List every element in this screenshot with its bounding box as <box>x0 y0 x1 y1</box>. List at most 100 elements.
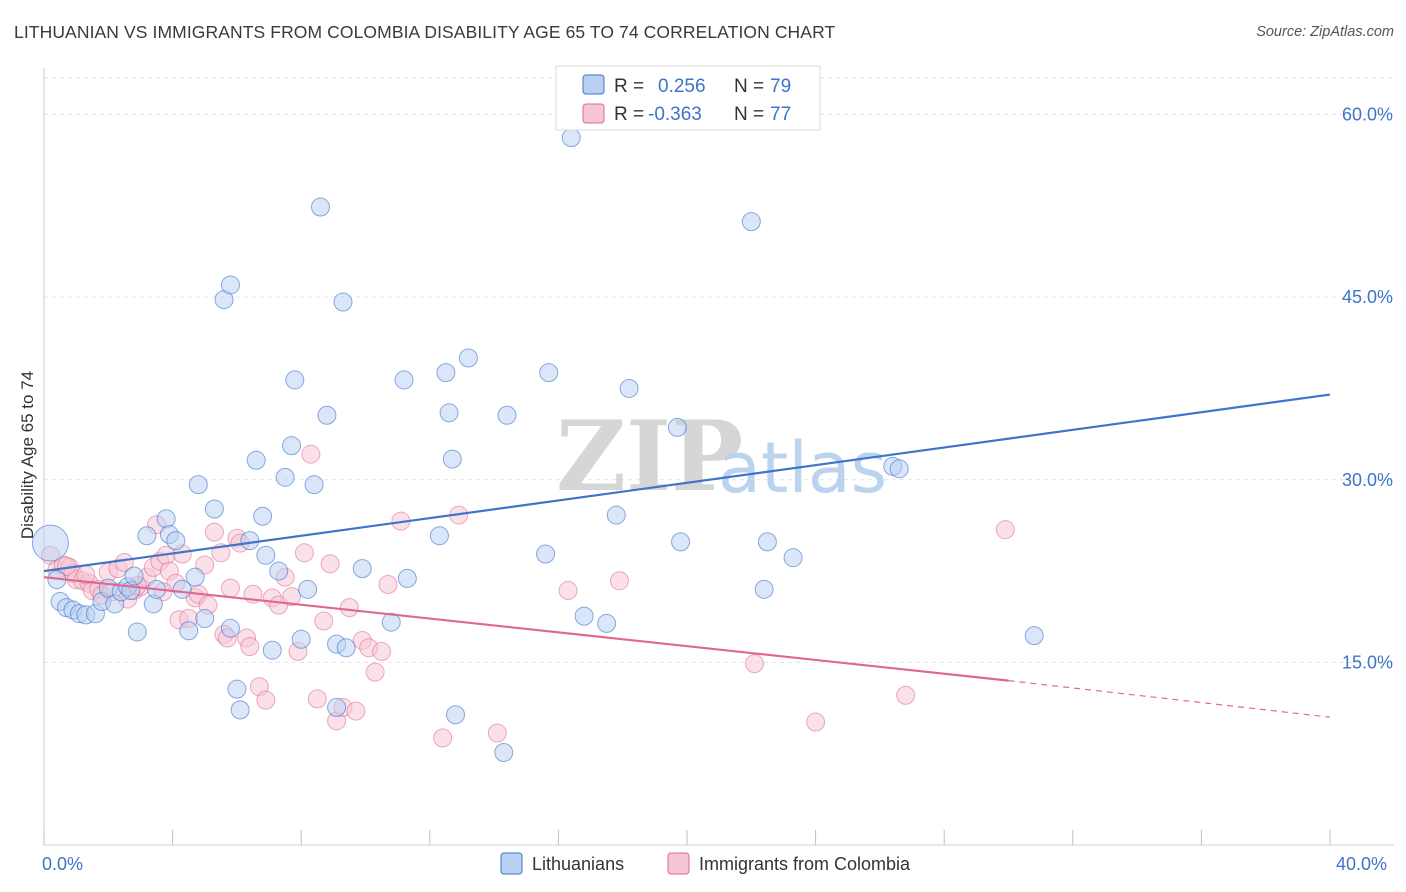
lithuanian-points <box>31 128 1044 762</box>
lithuanian-trend-line <box>43 393 1331 573</box>
lithuanian-point <box>220 275 240 295</box>
watermark: ZIP atlas <box>556 400 887 513</box>
colombia-trend-line <box>43 576 1009 682</box>
legend-r-value-1: 0.256 <box>658 76 706 97</box>
y-tick-label: 60.0% <box>1342 105 1393 125</box>
x-tick-label-max: 40.0% <box>1336 854 1387 874</box>
legend-r-value-2: -0.363 <box>648 104 702 125</box>
colombia-point <box>745 654 765 674</box>
chart-title: LITHUANIAN VS IMMIGRANTS FROM COLOMBIA D… <box>14 22 836 42</box>
lithuanian-point <box>574 606 594 626</box>
lithuanian-point <box>494 742 514 762</box>
stats-legend: R = 0.256 N = 79 R = -0.363 N = 77 <box>555 65 821 131</box>
lithuanian-point <box>336 638 356 658</box>
colombia-point <box>806 712 826 732</box>
lithuanian-point <box>757 532 777 552</box>
lithuanian-point <box>442 449 462 469</box>
lithuanian-point <box>317 405 337 425</box>
colombia-point <box>609 571 629 591</box>
x-tick-label-min: 0.0% <box>42 854 83 874</box>
lithuanian-point <box>275 467 295 487</box>
lithuanian-point <box>446 705 466 725</box>
lithuanian-point <box>188 475 208 495</box>
lithuanian-point <box>195 609 215 629</box>
lithuanian-point <box>561 128 581 148</box>
lithuanian-point <box>352 559 372 579</box>
lithuanian-point <box>310 197 330 217</box>
colombia-point <box>256 690 276 710</box>
colombia-trend-extension <box>1008 680 1331 718</box>
lithuanian-point <box>619 378 639 398</box>
lithuanian-point <box>166 531 186 551</box>
colombia-point <box>339 598 359 618</box>
colombia-point <box>433 728 453 748</box>
colombia-point <box>307 689 327 709</box>
watermark-zip: ZIP <box>556 400 743 513</box>
lithuanian-point <box>246 450 266 470</box>
colombia-point <box>378 574 398 594</box>
bottom-legend-label-colombia: Immigrants from Colombia <box>699 854 911 874</box>
lithuanian-point <box>439 403 459 423</box>
lithuanian-point <box>262 640 282 660</box>
colombia-point <box>301 444 321 464</box>
lithuanian-point <box>185 567 205 587</box>
lithuanian-point <box>256 545 276 565</box>
lithuanian-point <box>333 292 353 312</box>
legend-r-label-1: R = <box>614 76 644 97</box>
colombia-point <box>346 701 366 721</box>
colombia-point <box>294 543 314 563</box>
lithuanian-point <box>458 348 478 368</box>
lithuanian-point <box>667 417 687 437</box>
colombia-point <box>372 641 392 661</box>
lithuanian-point <box>429 526 449 546</box>
lithuanian-point <box>291 629 311 649</box>
lithuanian-point <box>253 506 273 526</box>
lithuanian-point <box>1024 626 1044 646</box>
bottom-legend-label-lithuanians: Lithuanians <box>532 854 624 874</box>
legend-swatch-colombia <box>582 103 605 124</box>
lithuanian-point <box>204 499 224 519</box>
lithuanian-point <box>282 436 302 456</box>
legend-n-label-2: N = <box>734 104 764 125</box>
colombia-point <box>896 685 916 705</box>
colombia-point <box>204 522 224 542</box>
lithuanian-point <box>156 509 176 529</box>
lithuanian-point <box>539 363 559 383</box>
lithuanian-point <box>754 579 774 599</box>
lithuanian-point <box>124 566 144 586</box>
colombia-point <box>314 611 334 631</box>
lithuanian-point <box>137 526 157 546</box>
lithuanian-point <box>497 405 517 425</box>
lithuanian-point <box>536 544 556 564</box>
y-tick-label: 30.0% <box>1342 470 1393 490</box>
y-tick-labels: 15.0% 30.0% 45.0% 60.0% <box>1342 105 1393 673</box>
lithuanian-point <box>227 679 247 699</box>
lithuanian-point <box>304 475 324 495</box>
lithuanian-point <box>741 212 761 232</box>
lithuanian-point <box>597 613 617 633</box>
legend-swatch-lithuanians <box>582 74 605 95</box>
lithuanian-point <box>220 618 240 638</box>
y-tick-label: 45.0% <box>1342 287 1393 307</box>
legend-n-value-2: 77 <box>770 104 791 125</box>
y-axis-title: Disability Age 65 to 74 <box>18 371 37 539</box>
lithuanian-point <box>285 370 305 390</box>
colombia-point <box>220 578 240 598</box>
source-label: Source: ZipAtlas.com <box>1256 24 1394 40</box>
colombia-point <box>558 581 578 601</box>
lithuanian-point <box>298 579 318 599</box>
lithuanian-point <box>230 700 250 720</box>
lithuanian-point <box>31 524 69 562</box>
lithuanian-point <box>889 459 909 479</box>
lithuanian-point <box>783 548 803 568</box>
lithuanian-point <box>381 612 401 632</box>
colombia-point <box>995 520 1015 540</box>
colombia-point <box>320 554 340 574</box>
colombia-point <box>282 587 302 607</box>
lithuanian-point <box>671 532 691 552</box>
gridlines <box>44 77 1394 663</box>
lithuanian-point <box>397 568 417 588</box>
lithuanian-point <box>179 621 199 641</box>
lithuanian-point <box>436 363 456 383</box>
